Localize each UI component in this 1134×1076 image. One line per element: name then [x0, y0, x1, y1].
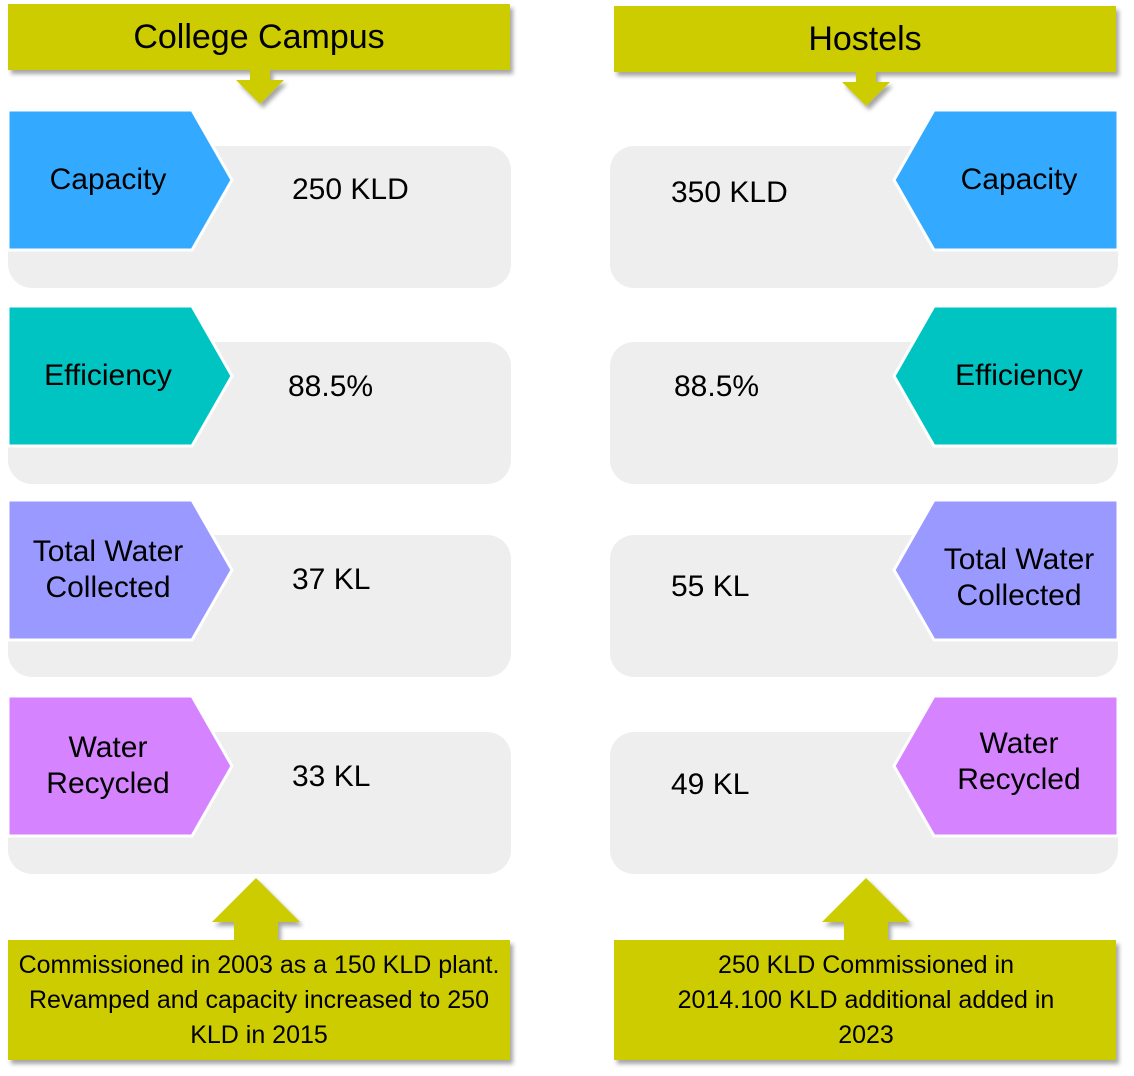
left-label-efficiency: Efficiency: [8, 306, 208, 446]
right-label-capacity: Capacity: [920, 110, 1118, 250]
left-label-capacity: Capacity: [8, 110, 208, 250]
left-footer-note: Commissioned in 2003 as a 150 KLD plant.…: [14, 940, 504, 1060]
left-value-capacity: 250 KLD: [292, 160, 502, 220]
left-value-efficiency: 88.5%: [288, 357, 498, 417]
right-value-water-recycled: 49 KL: [671, 755, 881, 815]
right-footer-arrow: [822, 878, 910, 940]
left-label-water-recycled: Water Recycled: [8, 696, 208, 836]
left-label-total-water: Total Water Collected: [8, 500, 208, 640]
right-footer-note: 250 KLD Commissioned in 2014.100 KLD add…: [670, 940, 1062, 1060]
right-header-arrow: [842, 72, 890, 106]
right-label-total-water: Total Water Collected: [920, 508, 1118, 648]
left-value-total-water: 37 KL: [292, 550, 502, 610]
right-value-capacity: 350 KLD: [671, 163, 881, 223]
left-header-title: College Campus: [8, 4, 510, 70]
right-label-efficiency: Efficiency: [920, 306, 1118, 446]
left-value-water-recycled: 33 KL: [292, 747, 502, 807]
right-header-title: Hostels: [614, 6, 1116, 72]
left-header-arrow: [236, 70, 284, 104]
left-footer-arrow: [212, 878, 300, 940]
right-value-efficiency: 88.5%: [674, 357, 884, 417]
right-label-water-recycled: Water Recycled: [920, 692, 1118, 832]
right-value-total-water: 55 KL: [671, 557, 881, 617]
